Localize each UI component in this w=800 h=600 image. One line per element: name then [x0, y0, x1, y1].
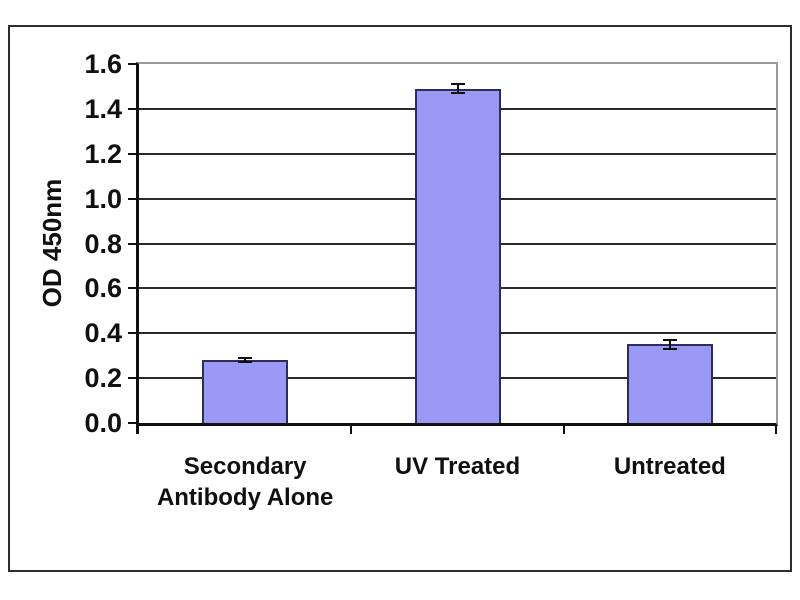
- x-category-label: Secondary Antibody Alone: [156, 453, 334, 511]
- x-category-label: UV Treated: [394, 453, 521, 480]
- y-tick-label: 0.8: [84, 228, 122, 259]
- y-tick: [128, 197, 136, 200]
- y-tick-label: 1.4: [84, 93, 122, 124]
- x-tick: [562, 426, 565, 434]
- y-tick: [128, 63, 136, 65]
- y-tick: [128, 332, 136, 335]
- error-bar: [238, 356, 253, 364]
- x-category-label: Untreated: [613, 453, 726, 480]
- plot-area: [136, 62, 778, 426]
- error-bar-stem: [456, 83, 459, 95]
- bar: [202, 360, 289, 423]
- y-tick-label: 0.4: [84, 318, 122, 349]
- bar: [414, 88, 501, 423]
- y-tick-label: 1.6: [84, 49, 122, 79]
- error-bar: [450, 83, 465, 95]
- y-tick: [128, 287, 136, 290]
- y-tick: [128, 242, 136, 245]
- y-tick: [128, 107, 136, 110]
- error-bar-stem: [244, 356, 247, 364]
- y-tick-label: 1.2: [84, 138, 122, 169]
- x-tick: [775, 426, 777, 434]
- y-tick-label: 0.6: [84, 273, 122, 304]
- error-bar-stem: [668, 338, 671, 350]
- error-bar: [662, 338, 677, 350]
- y-tick-label: 0.0: [84, 408, 122, 438]
- y-tick-label: 1.0: [84, 183, 122, 214]
- y-tick: [128, 377, 136, 380]
- y-tick: [128, 152, 136, 155]
- y-tick: [128, 422, 136, 424]
- chart-frame: OD 450nm 0.0 0.2 0.4 0.6 0.8 1.0 1.2 1.4 1.6 Seco…: [8, 25, 792, 572]
- x-tick: [136, 426, 139, 434]
- y-tick-label: 0.2: [84, 363, 122, 394]
- x-tick: [350, 426, 353, 434]
- bar: [626, 344, 713, 423]
